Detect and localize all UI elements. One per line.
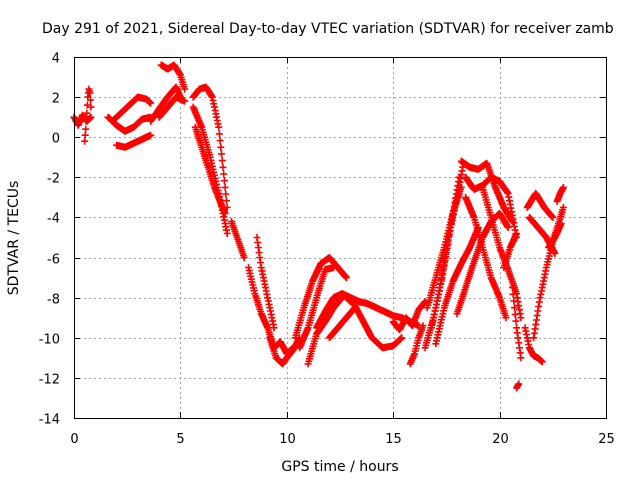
series-arc-17 bbox=[291, 254, 350, 342]
data-point-markers bbox=[406, 322, 427, 368]
data-point-markers bbox=[521, 324, 546, 366]
series-arc-11 bbox=[191, 123, 229, 217]
series-arc-18 bbox=[296, 264, 338, 352]
series-arc-14 bbox=[253, 234, 278, 332]
data-point-markers bbox=[423, 183, 465, 312]
grid bbox=[74, 57, 606, 418]
series-arc-35 bbox=[508, 284, 525, 362]
data-point-markers bbox=[304, 294, 346, 368]
data-point-markers bbox=[545, 220, 565, 251]
axis-ticks: 0 5 10 15 20 25 -14 -12 -10 -8 -6 -4 -2 0 2 4 bbox=[39, 52, 615, 448]
series-arc-27 bbox=[423, 183, 465, 312]
series-arc-28 bbox=[428, 159, 467, 332]
x-tick-label: 20 bbox=[492, 432, 509, 447]
data-point-markers bbox=[500, 230, 521, 272]
data-point-markers bbox=[189, 83, 231, 211]
y-tick-label: -6 bbox=[47, 253, 60, 268]
y-tick-label: -12 bbox=[39, 373, 60, 388]
series-arc-5 bbox=[113, 131, 155, 151]
series-arc-43 bbox=[553, 183, 567, 205]
data-point-markers bbox=[428, 159, 467, 332]
data-point-markers bbox=[523, 189, 557, 221]
y-axis-title: SDTVAR / TECUs bbox=[6, 181, 22, 296]
data-point-markers bbox=[147, 83, 184, 125]
data-point-markers bbox=[432, 224, 482, 348]
x-axis-title: GPS time / hours bbox=[281, 459, 398, 475]
series-arc-33 bbox=[462, 193, 510, 322]
series-arc-7 bbox=[157, 61, 189, 93]
data-point-markers bbox=[270, 338, 304, 358]
series-arc-2 bbox=[81, 85, 95, 145]
data-point-markers bbox=[253, 234, 278, 332]
y-tick-label: 4 bbox=[52, 52, 60, 67]
chart-title: Day 291 of 2021, Sidereal Day-to-day VTE… bbox=[42, 21, 614, 37]
series-pts-12 bbox=[228, 218, 248, 262]
series-arc-42 bbox=[545, 220, 565, 251]
series-arc-31 bbox=[432, 224, 482, 348]
series-pts-37 bbox=[513, 380, 523, 392]
x-tick-label: 15 bbox=[385, 432, 402, 447]
data-point-markers bbox=[228, 218, 248, 262]
series-arc-36 bbox=[500, 230, 521, 272]
series-arc-38 bbox=[521, 324, 546, 366]
y-tick-label: 2 bbox=[52, 92, 60, 107]
data-point-markers bbox=[191, 123, 229, 217]
plot-frame bbox=[74, 57, 607, 419]
series-arc-8 bbox=[155, 93, 189, 121]
data-point-markers bbox=[81, 85, 95, 145]
y-tick-label: -8 bbox=[47, 293, 60, 308]
data-point-markers bbox=[155, 93, 189, 121]
series-arc-24 bbox=[389, 298, 429, 334]
series-arc-21 bbox=[325, 304, 359, 342]
series-arc-20 bbox=[304, 294, 346, 368]
x-tick-label: 10 bbox=[279, 432, 296, 447]
data-point-markers bbox=[113, 131, 155, 151]
series-arc-41 bbox=[523, 189, 557, 221]
y-tick-label: 0 bbox=[52, 132, 60, 147]
x-tick-label: 5 bbox=[176, 432, 184, 447]
data-points bbox=[70, 61, 567, 392]
data-point-markers bbox=[296, 264, 338, 352]
data-point-markers bbox=[508, 284, 525, 362]
series-arc-29 bbox=[457, 157, 516, 225]
x-tick-label: 25 bbox=[598, 432, 615, 447]
series-arc-4 bbox=[104, 113, 155, 135]
series-arc-9 bbox=[189, 83, 231, 211]
data-point-markers bbox=[389, 298, 429, 334]
y-tick-label: -4 bbox=[47, 212, 60, 227]
data-point-markers bbox=[325, 304, 359, 342]
data-point-markers bbox=[104, 113, 155, 135]
y-tick-label: -10 bbox=[39, 333, 60, 348]
series-arc-16 bbox=[270, 338, 304, 358]
data-point-markers bbox=[291, 254, 350, 342]
data-point-markers bbox=[157, 61, 189, 93]
data-point-markers bbox=[457, 157, 516, 225]
y-tick-label: -2 bbox=[47, 172, 60, 187]
data-point-markers bbox=[553, 183, 567, 205]
series-arc-6 bbox=[147, 83, 184, 125]
data-point-markers bbox=[462, 193, 510, 322]
y-tick-label: -14 bbox=[39, 413, 60, 428]
series-arc-25 bbox=[406, 322, 427, 368]
data-point-markers bbox=[513, 380, 523, 392]
x-tick-label: 0 bbox=[70, 432, 78, 447]
